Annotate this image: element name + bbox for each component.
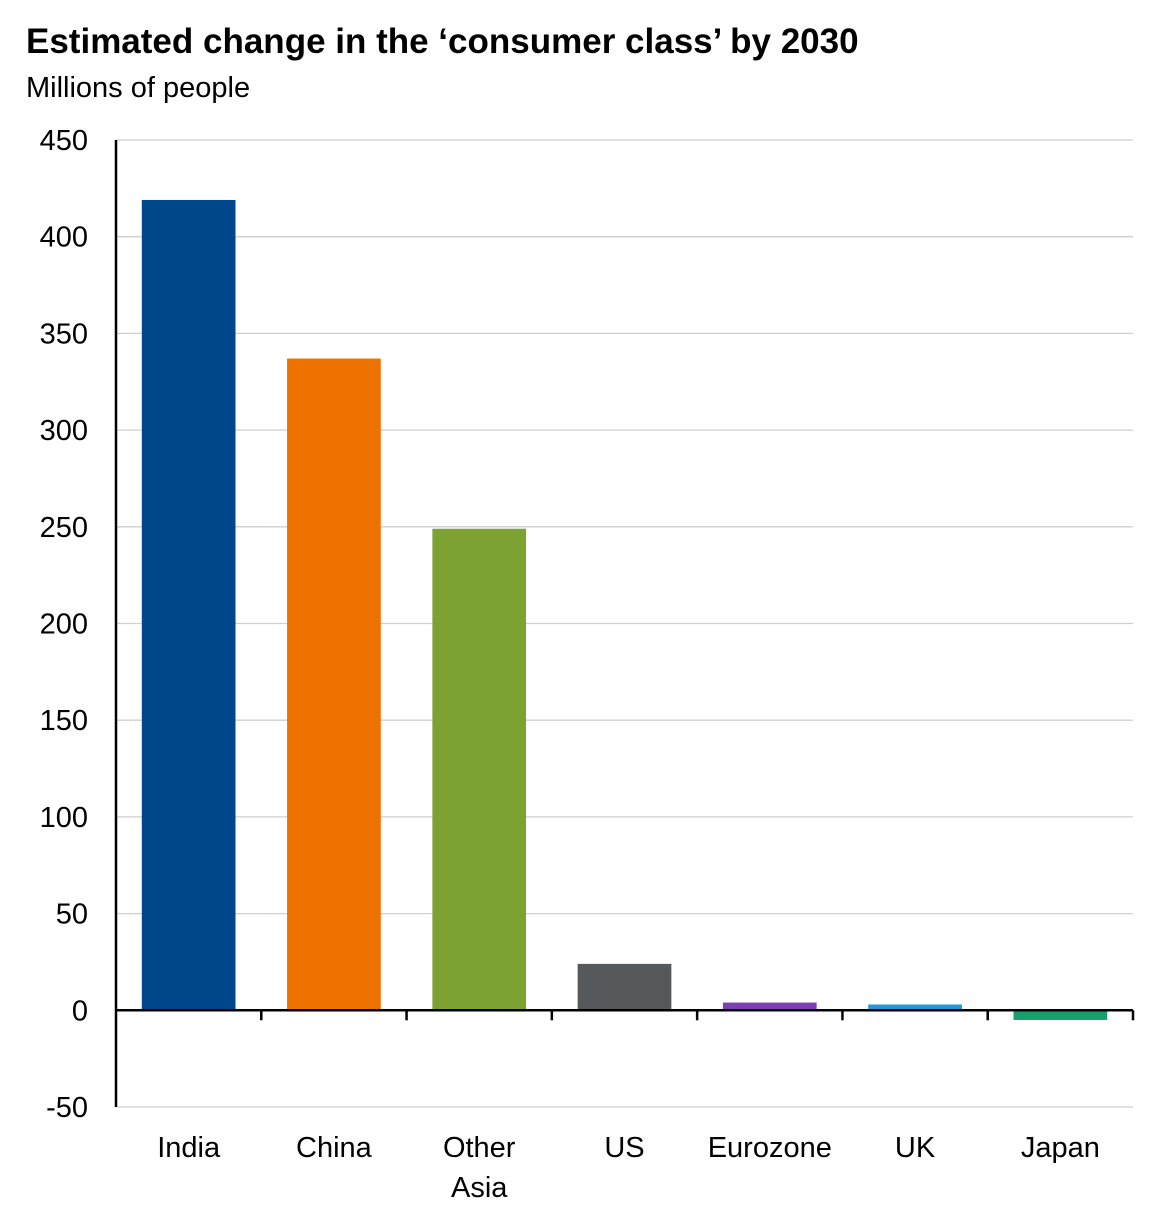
x-tick-label: Other [443, 1132, 516, 1164]
y-tick-labels: -50 0 50 100 150 200 250 300 350 400 450 [40, 125, 88, 1124]
x-tick-label: US [604, 1132, 644, 1164]
y-tick-label: 450 [40, 125, 88, 157]
bar-other-asia [432, 528, 527, 1011]
y-tick-label: 150 [40, 705, 88, 737]
y-tick-label: 400 [40, 222, 88, 254]
x-tick-label: Eurozone [708, 1132, 832, 1164]
x-tick-label: China [296, 1132, 373, 1164]
chart-subtitle: Millions of people [26, 72, 251, 104]
x-tick-labels: India China Other Asia US Eurozone UK Japan [157, 1132, 1100, 1204]
axes [114, 140, 1135, 1107]
bar-india [141, 199, 236, 1011]
bar-china [287, 358, 381, 1011]
x-tick-label: Japan [1021, 1132, 1100, 1164]
y-tick-label: 200 [40, 609, 88, 641]
gridlines [116, 139, 1133, 1108]
y-tick-label: 250 [40, 512, 88, 544]
bar-us [577, 963, 672, 1011]
y-tick-label: 50 [56, 899, 88, 931]
bar-japan [1013, 1010, 1108, 1020]
y-tick-label: -50 [46, 1092, 88, 1124]
y-tick-label: 0 [72, 995, 88, 1027]
x-tick-label: UK [895, 1132, 936, 1164]
bar-eurozone [722, 1002, 817, 1011]
bars [141, 199, 1108, 1020]
y-tick-label: 300 [40, 415, 88, 447]
chart-title: Estimated change in the ‘consumer class’… [26, 22, 859, 61]
bar-uk [868, 1004, 962, 1011]
x-tick-label: India [157, 1132, 221, 1164]
y-tick-label: 100 [40, 802, 88, 834]
y-tick-label: 350 [40, 318, 88, 350]
x-tick-label: Asia [451, 1172, 508, 1204]
